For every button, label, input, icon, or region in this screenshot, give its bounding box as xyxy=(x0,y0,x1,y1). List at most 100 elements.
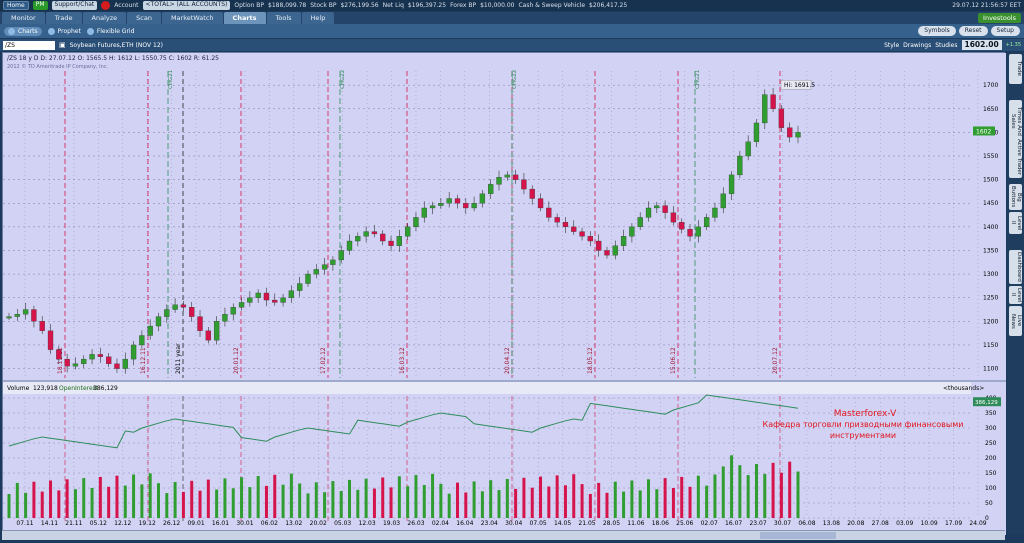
support-chat-button[interactable]: Support/Chat xyxy=(51,1,98,10)
volume-bar xyxy=(331,481,335,518)
chart-area[interactable]: 1100 1150 1200 1250 1300 1350 1400 1450 1500 1550… xyxy=(2,52,1006,535)
horizontal-scrollbar[interactable] xyxy=(2,530,1005,540)
event-lines: 18.11.11 16.12.11 2011 year 20.01.12 17.02.1… xyxy=(57,70,781,521)
rail-tab-level-ii[interactable]: Level II xyxy=(1009,212,1022,234)
price-tick-label: 1700 xyxy=(983,82,998,89)
x-tick-label: 26.03 xyxy=(407,520,424,527)
alert-icon[interactable] xyxy=(101,1,111,10)
event-label: 18.11.11 xyxy=(57,347,64,374)
candle-body xyxy=(413,217,419,228)
volume-bar xyxy=(156,483,160,518)
link-icon[interactable]: ▣ xyxy=(59,41,66,49)
x-tick-label: 13.02 xyxy=(285,520,302,527)
volume-bar xyxy=(696,475,700,518)
volume-bar xyxy=(389,487,393,518)
cash-label: Cash & Sweep Vehicle xyxy=(518,2,586,9)
annotation-line1: Кафедра торговли призводными финансовыми xyxy=(763,420,964,429)
tab-tools[interactable]: Tools xyxy=(266,12,301,24)
x-tick-label: 28.05 xyxy=(603,520,620,527)
volume-bar xyxy=(223,478,227,518)
price-chart-svg[interactable]: 1100115012001250130013501400145015001550… xyxy=(3,53,1006,535)
volume-bar xyxy=(289,473,293,518)
symbols-button[interactable]: Symbols xyxy=(918,26,956,36)
candle-body xyxy=(695,226,701,237)
rail-tab-dashboard[interactable]: Dashboard xyxy=(1009,250,1022,284)
candle-body xyxy=(488,184,494,194)
volume-bar xyxy=(555,475,559,518)
tab-monitor[interactable]: Monitor xyxy=(2,12,45,24)
volume-bar xyxy=(7,494,11,518)
rail-tab-live-news[interactable]: Live News xyxy=(1009,306,1022,336)
candle-body xyxy=(22,309,29,315)
x-tick-label: 16.01 xyxy=(212,520,229,527)
tab-analyze[interactable]: Analyze xyxy=(82,12,127,24)
x-tick-label: 07.05 xyxy=(530,520,547,527)
scroll-thumb[interactable] xyxy=(760,532,836,539)
volume-bar xyxy=(40,491,44,518)
pm-button[interactable]: PM xyxy=(32,1,48,10)
x-tick-label: 19.03 xyxy=(383,520,400,527)
subtab-prophet[interactable]: Prophet xyxy=(47,27,81,35)
grid-icon xyxy=(86,27,94,35)
setup-button[interactable]: Setup xyxy=(990,26,1020,36)
volume-bar xyxy=(397,476,401,518)
x-tick-label: 20.02 xyxy=(310,520,327,527)
account-select[interactable]: <TOTAL> (ALL ACCOUNTS) xyxy=(142,1,231,10)
rail-tab-times-and-sales[interactable]: Times And Sales xyxy=(1009,100,1022,142)
x-tick-label: 10.09 xyxy=(921,520,938,527)
candle-body xyxy=(429,205,436,209)
x-tick-label: 23.04 xyxy=(481,520,498,527)
event-label: 15.06.12 xyxy=(670,347,677,374)
volume-bar xyxy=(779,472,783,518)
rail-tab-trade[interactable]: Trade xyxy=(1009,54,1022,84)
candle-body xyxy=(795,132,801,138)
style-button[interactable]: Style xyxy=(884,41,900,49)
studies-button[interactable]: Studies xyxy=(935,41,958,49)
x-tick-label: 16.04 xyxy=(456,520,473,527)
x-tick-label: 05.12 xyxy=(90,520,107,527)
subtab-charts[interactable]: Charts xyxy=(4,26,42,36)
drawings-button[interactable]: Drawings xyxy=(903,41,932,49)
candle-body xyxy=(546,207,552,218)
annotation-line2: инструментами xyxy=(830,431,896,440)
candle-body xyxy=(355,236,361,242)
tab-help[interactable]: Help xyxy=(301,12,335,24)
rail-tab-active-trader[interactable]: Active Trader xyxy=(1009,136,1022,178)
x-tick-label: 24.09 xyxy=(969,520,986,527)
x-tick-label: 07.11 xyxy=(16,520,33,527)
candle-body xyxy=(537,198,544,209)
cash-value: $206,417.25 xyxy=(589,2,628,9)
candle-body xyxy=(438,203,444,206)
main-tabs: Monitor Trade Analyze Scan MarketWatch C… xyxy=(0,12,1024,24)
rail-tab-big-buttons[interactable]: Big Buttons xyxy=(1009,184,1022,210)
tab-charts[interactable]: Charts xyxy=(223,12,266,24)
candle-body xyxy=(280,297,286,303)
tab-marketwatch[interactable]: MarketWatch xyxy=(161,12,223,24)
volume-bar xyxy=(215,489,219,518)
x-tick-label: 14.05 xyxy=(554,520,571,527)
candle-body xyxy=(305,273,311,284)
volume-bar xyxy=(198,490,202,518)
x-tick-label: 25.06 xyxy=(676,520,693,527)
candle-body xyxy=(64,358,70,367)
right-rail: Trade Times And Sales Active Trader Big But… xyxy=(1007,52,1024,534)
candle-body xyxy=(31,309,37,322)
symbol-input[interactable]: /ZS xyxy=(3,40,55,50)
oi-current-bg xyxy=(973,397,1001,407)
subtab-charts-label: Charts xyxy=(18,27,38,35)
candle-body xyxy=(787,127,793,138)
investools-button[interactable]: Investools xyxy=(978,13,1021,23)
subtab-flexible-grid[interactable]: Flexible Grid xyxy=(86,27,134,35)
charts-icon xyxy=(8,27,15,35)
candle-body xyxy=(679,221,685,230)
candle-body xyxy=(512,174,519,180)
tab-trade[interactable]: Trade xyxy=(45,12,82,24)
x-tick-label: 26.12 xyxy=(163,520,180,527)
volume-tick-label: 300 xyxy=(985,425,997,432)
rail-tab-level-ii[interactable]: Level II xyxy=(1009,286,1022,304)
reset-button[interactable]: Reset xyxy=(958,26,988,36)
home-button[interactable]: Home xyxy=(3,1,29,10)
tab-scan[interactable]: Scan xyxy=(127,12,161,24)
volume-bar xyxy=(414,475,418,518)
candle-body xyxy=(255,292,261,298)
